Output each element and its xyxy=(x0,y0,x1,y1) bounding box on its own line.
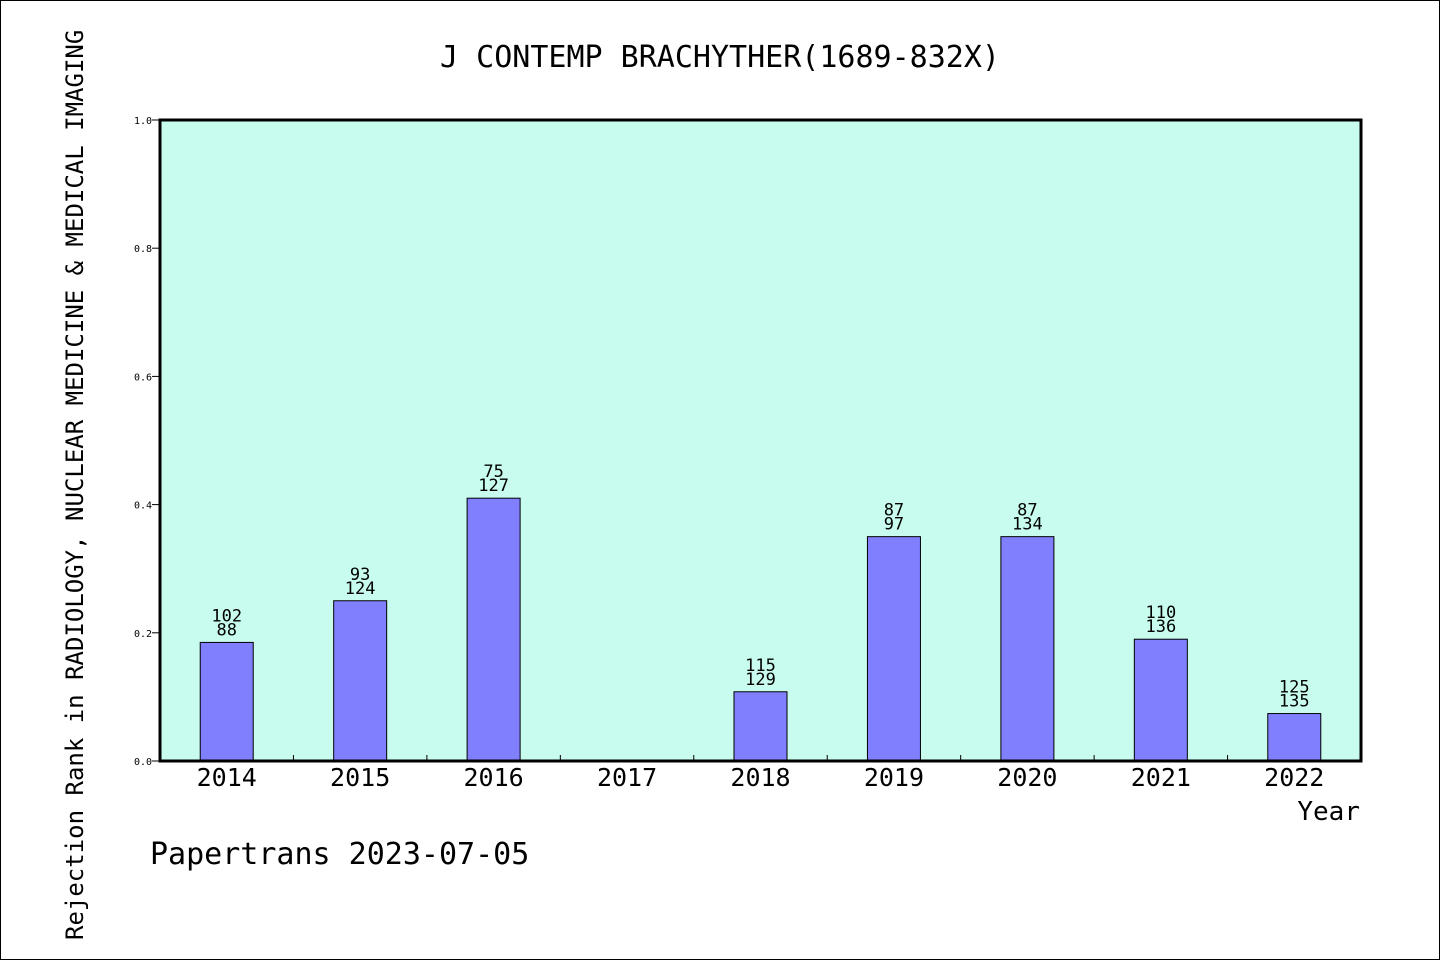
y-tick-label: 0.4 xyxy=(134,501,152,512)
y-tick-label: 0.0 xyxy=(134,757,152,768)
bar-label-top: 75 xyxy=(483,462,503,482)
bar-label-top: 87 xyxy=(884,501,904,521)
bar-label-bottom: 127 xyxy=(478,476,509,496)
bar xyxy=(866,536,921,762)
bar-label-bottom: 136 xyxy=(1145,617,1176,637)
y-axis-label: Rejection Rank in RADIOLOGY, NUCLEAR MED… xyxy=(61,30,89,940)
bar-label-bottom: 88 xyxy=(216,620,236,640)
x-tick-label: 2022 xyxy=(1264,763,1324,792)
bar xyxy=(1000,536,1055,762)
y-tick-label: 0.2 xyxy=(134,629,152,640)
y-tick-label: 0.8 xyxy=(134,244,152,255)
bar xyxy=(199,641,254,762)
bar-label-top: 102 xyxy=(211,606,242,626)
y-tick-label: 1.0 xyxy=(134,116,152,127)
x-tick-label: 2017 xyxy=(597,763,657,792)
bar-label-bottom: 97 xyxy=(884,515,904,535)
x-tick-label: 2018 xyxy=(730,763,790,792)
x-axis-label: Year xyxy=(1297,797,1360,827)
bar-label-top: 115 xyxy=(745,656,776,676)
x-tick-label: 2015 xyxy=(330,763,390,792)
bar xyxy=(733,691,788,762)
x-tick-label: 2020 xyxy=(997,763,1057,792)
bar xyxy=(333,600,388,762)
bar xyxy=(1267,713,1322,762)
bar xyxy=(1133,638,1188,762)
x-axis-ticks: 2014 2015 2016 2017 2018 2019 2020 2021 2022 xyxy=(197,755,1324,792)
bar-label-top: 87 xyxy=(1017,501,1037,521)
y-tick-label: 0.6 xyxy=(134,372,152,383)
bar-label-bottom: 134 xyxy=(1012,515,1043,535)
footer-text: Papertrans 2023-07-05 xyxy=(150,837,529,872)
plot-frame xyxy=(158,118,1363,763)
bar-label-bottom: 129 xyxy=(745,670,776,690)
bar-label-top: 110 xyxy=(1145,603,1176,623)
x-tick-label: 2021 xyxy=(1131,763,1191,792)
bar xyxy=(466,497,521,762)
bar-label-top: 93 xyxy=(350,565,370,585)
bar-label-bottom: 124 xyxy=(345,579,376,599)
x-tick-label: 2019 xyxy=(864,763,924,792)
x-tick-label: 2014 xyxy=(197,763,257,792)
bar-label-bottom: 135 xyxy=(1279,692,1310,712)
bar-label-top: 125 xyxy=(1279,678,1310,698)
x-tick-label: 2016 xyxy=(464,763,524,792)
bars: 1028893124751271151298797871341101361251… xyxy=(199,462,1322,762)
chart-title: J CONTEMP BRACHYTHER(1689-832X) xyxy=(440,40,1000,75)
